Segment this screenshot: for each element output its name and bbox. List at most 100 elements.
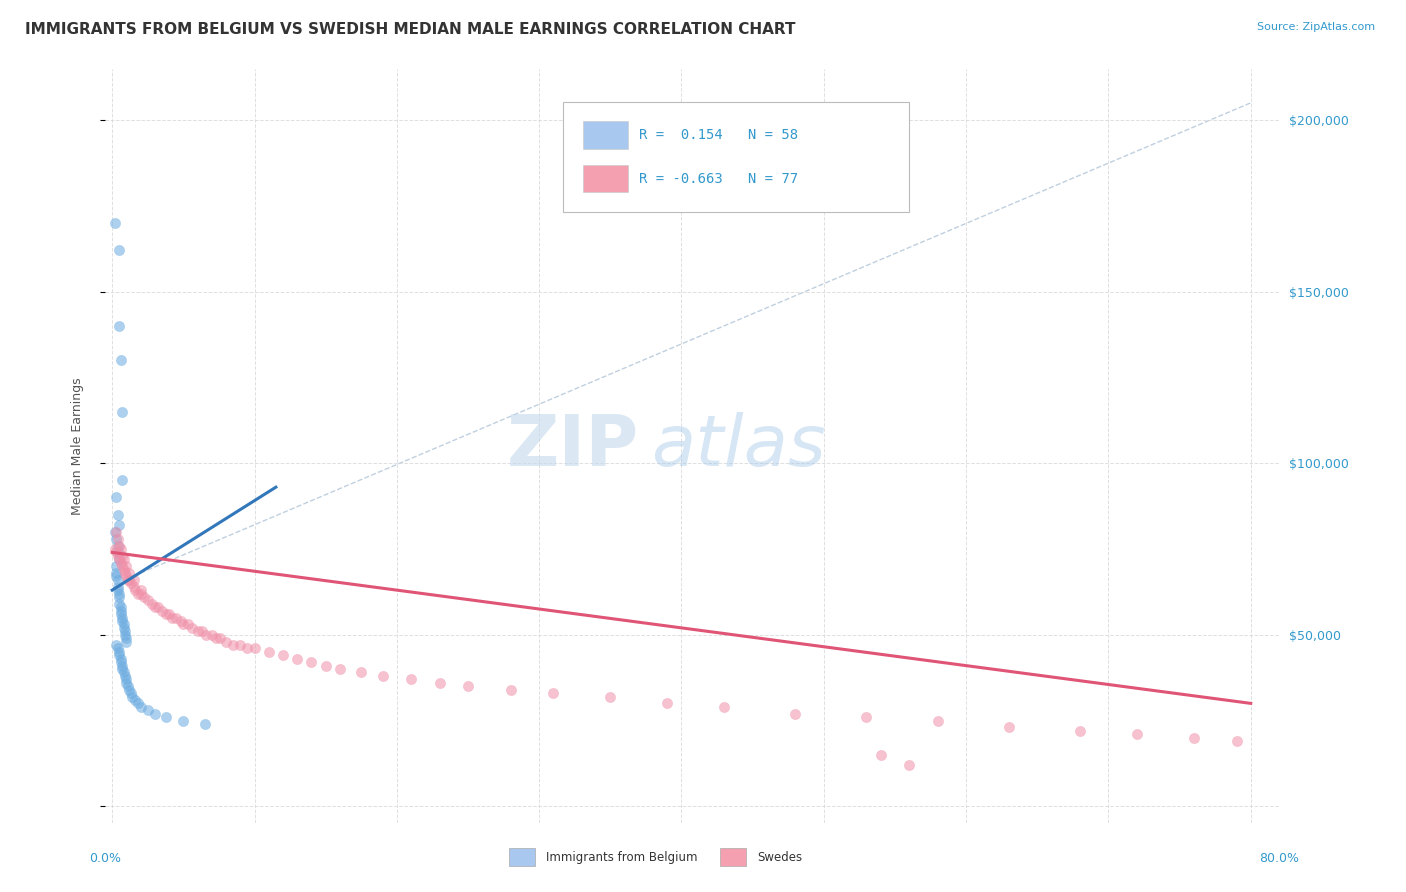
Point bbox=[107, 573, 129, 587]
Point bbox=[108, 552, 131, 566]
Point bbox=[143, 706, 166, 721]
Point bbox=[285, 652, 308, 666]
Point bbox=[127, 586, 149, 600]
Point bbox=[201, 628, 224, 642]
Point bbox=[107, 580, 129, 594]
Point bbox=[118, 566, 141, 580]
Point bbox=[165, 610, 187, 624]
Point bbox=[205, 631, 228, 645]
Point bbox=[107, 545, 129, 559]
Point bbox=[120, 576, 142, 591]
Point bbox=[855, 710, 877, 724]
Point bbox=[104, 524, 127, 539]
Point bbox=[108, 244, 131, 258]
Point bbox=[429, 675, 451, 690]
Point bbox=[157, 607, 180, 622]
Point bbox=[143, 600, 166, 615]
Point bbox=[108, 645, 131, 659]
Point bbox=[108, 586, 131, 600]
Point bbox=[114, 624, 136, 639]
Text: 80.0%: 80.0% bbox=[1260, 852, 1299, 865]
Point bbox=[107, 549, 129, 563]
Point bbox=[271, 648, 294, 663]
Point bbox=[117, 573, 139, 587]
Point bbox=[236, 641, 259, 656]
Point bbox=[108, 590, 131, 604]
Point bbox=[108, 597, 131, 611]
Point bbox=[108, 648, 131, 663]
Point bbox=[898, 758, 921, 772]
Point bbox=[927, 714, 949, 728]
Point bbox=[108, 552, 131, 566]
Point bbox=[172, 714, 194, 728]
Text: atlas: atlas bbox=[651, 411, 825, 481]
FancyBboxPatch shape bbox=[562, 103, 910, 212]
Point bbox=[115, 569, 138, 583]
Point bbox=[111, 610, 134, 624]
Point bbox=[301, 655, 323, 669]
Point bbox=[869, 747, 891, 762]
Point bbox=[160, 610, 183, 624]
Point bbox=[105, 569, 128, 583]
Point bbox=[107, 508, 129, 522]
Point bbox=[111, 549, 134, 563]
Point bbox=[107, 539, 129, 553]
Point bbox=[108, 318, 131, 333]
Point bbox=[399, 673, 422, 687]
Point bbox=[110, 604, 132, 618]
Point bbox=[180, 621, 202, 635]
Point bbox=[114, 566, 136, 580]
Text: R = -0.663   N = 77: R = -0.663 N = 77 bbox=[640, 172, 799, 186]
FancyBboxPatch shape bbox=[583, 121, 627, 149]
Point bbox=[136, 593, 159, 607]
Point bbox=[111, 405, 134, 419]
Point bbox=[141, 597, 163, 611]
Point bbox=[1182, 731, 1205, 745]
Text: Source: ZipAtlas.com: Source: ZipAtlas.com bbox=[1257, 22, 1375, 32]
Text: Immigrants from Belgium: Immigrants from Belgium bbox=[546, 851, 697, 863]
Point bbox=[350, 665, 373, 680]
Point bbox=[107, 532, 129, 546]
Point bbox=[115, 631, 138, 645]
Point bbox=[110, 600, 132, 615]
Point bbox=[105, 566, 128, 580]
Point bbox=[155, 710, 177, 724]
Point bbox=[111, 662, 134, 676]
Point bbox=[112, 621, 135, 635]
Point bbox=[110, 556, 132, 570]
Point bbox=[122, 573, 145, 587]
Point bbox=[243, 641, 266, 656]
Point bbox=[1126, 727, 1149, 741]
Point bbox=[120, 686, 142, 700]
Point bbox=[111, 559, 134, 574]
Point bbox=[215, 634, 238, 648]
Point bbox=[115, 675, 138, 690]
Point bbox=[713, 699, 735, 714]
Point bbox=[105, 491, 128, 505]
Point bbox=[110, 607, 132, 622]
Point bbox=[315, 658, 337, 673]
Point bbox=[112, 552, 135, 566]
Point bbox=[122, 580, 145, 594]
Point bbox=[150, 604, 173, 618]
Point bbox=[110, 655, 132, 669]
Point bbox=[112, 562, 135, 576]
Point bbox=[129, 586, 152, 600]
Point bbox=[110, 353, 132, 368]
Point bbox=[169, 614, 191, 628]
Point bbox=[114, 628, 136, 642]
Point bbox=[105, 559, 128, 574]
Point bbox=[1225, 734, 1247, 748]
Point bbox=[222, 638, 245, 652]
Text: 0.0%: 0.0% bbox=[89, 852, 121, 865]
Point bbox=[136, 703, 159, 717]
Point bbox=[111, 658, 134, 673]
Point bbox=[187, 624, 209, 639]
Point bbox=[329, 662, 352, 676]
Point bbox=[104, 216, 127, 230]
Point bbox=[114, 669, 136, 683]
Point bbox=[129, 699, 152, 714]
Text: R =  0.154   N = 58: R = 0.154 N = 58 bbox=[640, 128, 799, 142]
Point bbox=[105, 638, 128, 652]
Point bbox=[107, 641, 129, 656]
